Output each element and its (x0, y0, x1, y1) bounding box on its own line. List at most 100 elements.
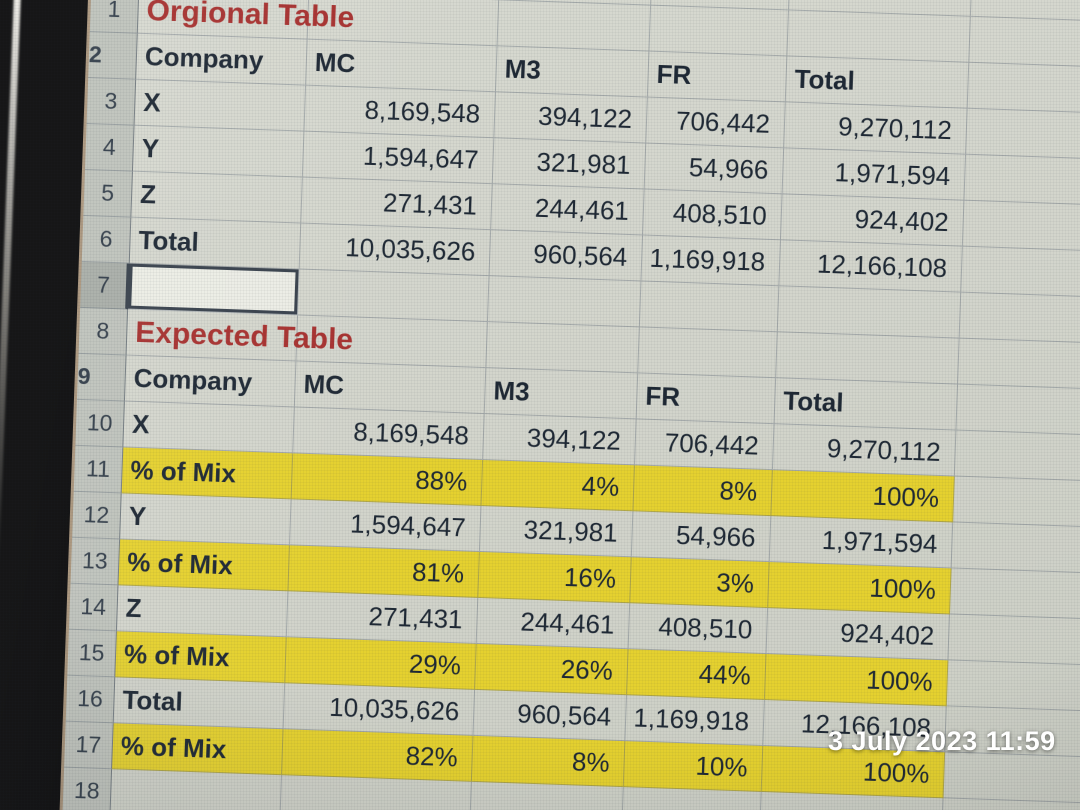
cell-A1[interactable]: Orgional Table (137, 0, 355, 40)
cell-D17[interactable]: 10% (623, 741, 764, 792)
cell-D10[interactable]: 706,442 (634, 419, 775, 471)
row-header-9[interactable]: 9 (76, 353, 127, 402)
cell-C5[interactable]: 244,461 (491, 184, 645, 236)
cell-B10[interactable]: 8,169,548 (293, 407, 485, 461)
cell-B16[interactable]: 10,035,626 (283, 683, 476, 736)
row-header-18[interactable]: 18 (62, 767, 113, 810)
cell-A17[interactable]: % of Mix (112, 723, 284, 776)
cell-E11[interactable]: 100% (771, 470, 955, 523)
cell-E12[interactable]: 1,971,594 (769, 516, 954, 569)
cell-D6[interactable]: 1,169,918 (641, 235, 781, 287)
cell-F17[interactable] (943, 752, 1080, 806)
cell-B5[interactable]: 271,431 (301, 177, 493, 231)
cell-C4[interactable]: 321,981 (492, 138, 647, 190)
cell-D4[interactable]: 54,966 (644, 143, 785, 195)
cell-F15[interactable] (946, 660, 1080, 715)
cell-F11[interactable] (953, 476, 1080, 531)
cell-C9[interactable]: M3 (484, 368, 639, 420)
cell-A8[interactable]: Expected Table (126, 309, 354, 362)
cell-A18[interactable] (110, 769, 282, 810)
cell-D13[interactable]: 3% (630, 557, 770, 609)
cell-A5[interactable]: Z (131, 171, 303, 224)
cell-E3[interactable]: 9,270,112 (784, 102, 968, 155)
cell-A4[interactable]: Y (132, 125, 305, 178)
cell-A11[interactable]: % of Mix (121, 447, 294, 500)
cell-A14[interactable]: Z (116, 585, 289, 638)
row-header-13[interactable]: 13 (70, 537, 121, 586)
row-header-11[interactable]: 11 (73, 445, 124, 494)
cell-B18[interactable] (280, 775, 472, 810)
row-header-8[interactable]: 8 (78, 307, 129, 356)
row-header-14[interactable]: 14 (68, 583, 119, 632)
cell-D8[interactable] (638, 327, 778, 379)
cell-A3[interactable]: X (134, 79, 307, 132)
cell-D1[interactable] (649, 5, 789, 57)
row-header-4[interactable]: 4 (84, 123, 135, 172)
row-header-16[interactable]: 16 (65, 675, 116, 724)
cell-D16[interactable]: 1,169,918 (625, 695, 765, 746)
cell-E5[interactable]: 924,402 (780, 194, 965, 247)
cell-E14[interactable]: 924,402 (766, 608, 950, 661)
cell-E13[interactable]: 100% (768, 562, 952, 615)
cell-A12[interactable]: Y (120, 493, 292, 546)
cell-B12[interactable]: 1,594,647 (289, 499, 482, 552)
cell-C18[interactable] (470, 781, 624, 810)
cell-B9[interactable]: MC (294, 361, 487, 415)
cell-B2[interactable]: MC (306, 39, 498, 93)
cell-D5[interactable]: 408,510 (643, 189, 783, 241)
cell-B7[interactable] (298, 269, 490, 323)
cell-A15[interactable]: % of Mix (115, 631, 287, 684)
cell-D9[interactable]: FR (636, 373, 777, 425)
cell-D15[interactable]: 44% (626, 649, 767, 701)
cell-E2[interactable]: Total (785, 56, 970, 109)
cell-D18[interactable] (622, 787, 762, 810)
cell-E7[interactable] (777, 286, 962, 339)
cell-C12[interactable]: 321,981 (479, 506, 634, 558)
cell-D7[interactable] (639, 281, 780, 333)
cell-F8[interactable] (958, 338, 1080, 393)
cell-E4[interactable]: 1,971,594 (782, 148, 967, 201)
row-header-17[interactable]: 17 (64, 721, 114, 770)
cell-C6[interactable]: 960,564 (489, 230, 644, 282)
row-header-5[interactable]: 5 (83, 169, 133, 218)
cell-B4[interactable]: 1,594,647 (302, 131, 495, 185)
cell-F12[interactable] (951, 522, 1080, 577)
row-header-12[interactable]: 12 (72, 491, 122, 540)
row-header-6[interactable]: 6 (81, 215, 132, 264)
cell-C15[interactable]: 26% (475, 643, 629, 696)
cell-B11[interactable]: 88% (291, 453, 484, 507)
cell-E10[interactable]: 9,270,112 (772, 424, 957, 477)
cell-A10[interactable]: X (123, 401, 295, 454)
cell-B17[interactable]: 82% (281, 729, 474, 782)
cell-C16[interactable]: 960,564 (473, 689, 627, 742)
cell-C11[interactable]: 4% (481, 460, 635, 512)
cell-E15[interactable]: 100% (764, 654, 949, 707)
cell-C3[interactable]: 394,122 (494, 92, 648, 144)
cell-C8[interactable] (486, 322, 640, 374)
cell-B14[interactable]: 271,431 (286, 591, 479, 644)
cell-C14[interactable]: 244,461 (476, 597, 631, 650)
cell-F7[interactable] (959, 292, 1080, 347)
cell-D3[interactable]: 706,442 (646, 97, 786, 149)
row-header-10[interactable]: 10 (75, 399, 125, 448)
cell-F9[interactable] (956, 384, 1080, 439)
cell-F10[interactable] (954, 430, 1080, 485)
cell-C10[interactable]: 394,122 (483, 414, 637, 466)
cell-A2[interactable]: Company (136, 33, 308, 86)
row-header-7[interactable]: 7 (80, 261, 130, 310)
cell-E6[interactable]: 12,166,108 (779, 240, 963, 293)
cell-C2[interactable]: M3 (495, 46, 650, 98)
cell-D11[interactable]: 8% (633, 465, 773, 517)
cell-A9[interactable]: Company (124, 355, 297, 408)
cell-F14[interactable] (948, 614, 1080, 669)
row-header-2[interactable]: 2 (88, 32, 138, 80)
cell-C17[interactable]: 8% (471, 735, 626, 788)
cell-A7[interactable] (128, 263, 300, 316)
cell-B6[interactable]: 10,035,626 (299, 223, 492, 277)
cell-A13[interactable]: % of Mix (118, 539, 290, 592)
cell-B3[interactable]: 8,169,548 (304, 85, 496, 139)
row-header-3[interactable]: 3 (86, 78, 137, 126)
cell-D12[interactable]: 54,966 (631, 511, 772, 563)
cell-B13[interactable]: 81% (288, 545, 480, 598)
cell-D14[interactable]: 408,510 (628, 603, 769, 655)
